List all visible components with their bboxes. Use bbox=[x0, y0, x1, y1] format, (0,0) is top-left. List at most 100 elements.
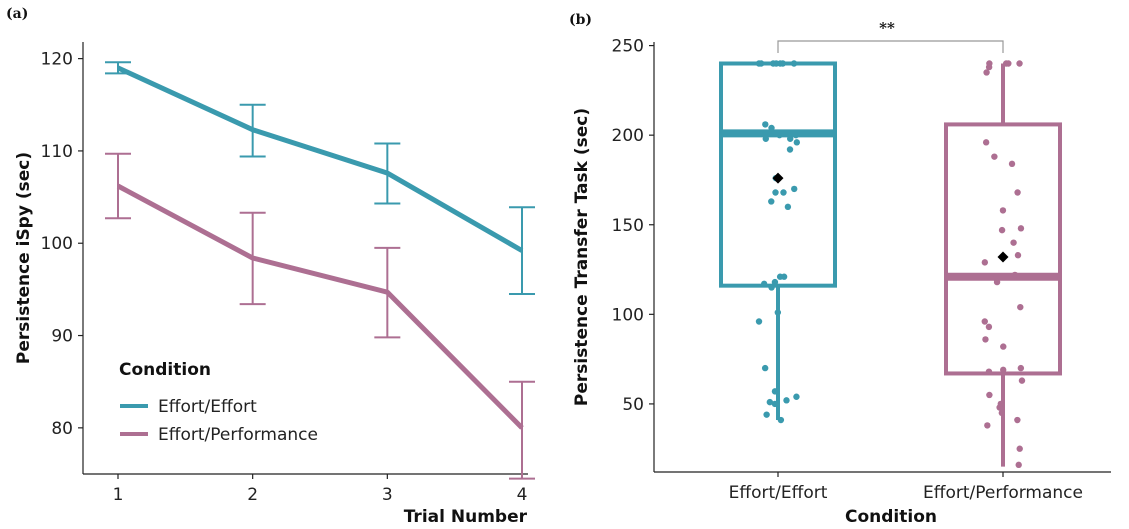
b-y-tick-label: 150 bbox=[612, 216, 644, 236]
b-data-point bbox=[760, 280, 768, 288]
panel-a-label: (a) bbox=[6, 6, 28, 22]
b-x-tick-label: Effort/Performance bbox=[923, 483, 1083, 503]
b-mean-marker bbox=[772, 172, 784, 184]
b-data-point bbox=[982, 336, 989, 343]
legend-label-effort: Effort/Effort bbox=[158, 397, 257, 417]
b-y-tick-label: 100 bbox=[612, 305, 644, 325]
b-data-point bbox=[771, 388, 779, 395]
b-data-point bbox=[780, 189, 787, 196]
panel-b-label: (b) bbox=[569, 12, 592, 28]
b-data-point bbox=[762, 135, 770, 142]
b-data-point bbox=[768, 124, 775, 132]
b-data-point bbox=[998, 226, 1006, 234]
b-y-axis-title: Persistence Transfer Task (sec) bbox=[572, 108, 592, 406]
a-y-axis-title: Persistence iSpy (sec) bbox=[14, 152, 34, 364]
b-data-point bbox=[993, 278, 1001, 286]
b-data-point bbox=[784, 203, 792, 211]
b-data-point bbox=[774, 309, 782, 316]
b-data-point bbox=[793, 139, 801, 146]
legend-title: Condition bbox=[119, 360, 211, 380]
b-data-point bbox=[1016, 60, 1023, 67]
b-data-point bbox=[763, 411, 770, 418]
b-y-tick-label: 250 bbox=[612, 37, 644, 57]
b-data-point bbox=[790, 60, 798, 67]
b-data-point bbox=[1015, 461, 1022, 469]
b-data-point bbox=[984, 422, 991, 429]
b-data-point bbox=[771, 400, 779, 408]
b-data-point bbox=[1014, 252, 1022, 259]
b-data-point bbox=[1010, 239, 1017, 246]
b-x-tick-label: Effort/Effort bbox=[729, 483, 828, 503]
b-data-point bbox=[991, 153, 998, 160]
b-data-point bbox=[793, 393, 800, 400]
b-data-point bbox=[1014, 189, 1021, 196]
b-data-point bbox=[1017, 364, 1025, 372]
panel-a: (a) Trial Number Persistence iSpy (sec) … bbox=[6, 6, 535, 527]
b-data-point bbox=[768, 284, 775, 291]
b-data-point bbox=[772, 189, 779, 196]
a-y-tick-label: 80 bbox=[51, 419, 73, 439]
b-data-point bbox=[787, 135, 794, 142]
a-y-tick-label: 100 bbox=[41, 234, 73, 254]
b-data-point bbox=[768, 198, 775, 205]
b-data-point bbox=[766, 398, 774, 406]
a-y-tick-label: 110 bbox=[41, 142, 73, 162]
a-series-line bbox=[116, 183, 524, 430]
b-data-point bbox=[985, 368, 993, 375]
b-data-point bbox=[755, 318, 763, 325]
b-data-point bbox=[757, 60, 765, 67]
b-data-point bbox=[982, 139, 990, 146]
b-data-point bbox=[783, 397, 790, 404]
significance-bracket bbox=[777, 40, 1004, 53]
a-x-tick-label: 1 bbox=[113, 485, 124, 505]
b-marks: 50 100 150 200 250 Effort/Effort Effort/Perfor… bbox=[612, 37, 1083, 503]
b-y-tick-label: 200 bbox=[612, 126, 644, 146]
b-data-point bbox=[786, 146, 794, 153]
b-data-point bbox=[985, 323, 993, 331]
a-marks: 80 90 100 110 120 1 2 3 4 bbox=[41, 50, 535, 505]
b-data-point bbox=[1016, 445, 1023, 452]
b-data-point bbox=[1000, 343, 1007, 350]
b-box bbox=[944, 122, 1062, 376]
significance-marker: ** bbox=[879, 19, 895, 37]
b-data-point bbox=[776, 131, 783, 139]
b-data-point bbox=[761, 364, 769, 372]
b-data-point bbox=[1017, 225, 1025, 232]
b-data-point bbox=[762, 121, 769, 128]
b-data-point bbox=[981, 259, 989, 266]
b-x-axis-title: Condition bbox=[845, 507, 937, 527]
b-data-point bbox=[773, 60, 780, 67]
b-data-point bbox=[986, 391, 993, 399]
b-data-point bbox=[777, 416, 785, 424]
a-x-axis-title: Trial Number bbox=[404, 507, 528, 527]
b-data-point bbox=[981, 318, 988, 325]
b-data-point bbox=[1011, 271, 1019, 279]
b-data-point bbox=[780, 273, 788, 280]
b-data-point bbox=[1008, 160, 1016, 168]
legend-label-performance: Effort/Performance bbox=[158, 425, 318, 445]
a-y-tick-label: 90 bbox=[51, 327, 73, 347]
b-mean-marker bbox=[997, 251, 1009, 263]
b-data-point bbox=[1005, 60, 1012, 67]
b-data-point bbox=[999, 207, 1007, 214]
b-data-point bbox=[985, 63, 993, 71]
b-data-point bbox=[998, 409, 1006, 417]
a-x-tick-label: 2 bbox=[247, 485, 258, 505]
a-x-tick-label: 3 bbox=[382, 485, 393, 505]
b-data-point bbox=[996, 404, 1003, 411]
b-y-tick-label: 50 bbox=[622, 395, 644, 415]
b-data-point bbox=[1017, 303, 1024, 311]
b-data-point bbox=[1018, 377, 1026, 384]
a-series-line bbox=[116, 65, 524, 253]
b-data-point bbox=[771, 278, 779, 286]
b-data-point bbox=[983, 69, 990, 76]
b-data-point bbox=[1000, 366, 1007, 374]
b-data-point bbox=[1014, 416, 1021, 424]
a-y-tick-label: 120 bbox=[41, 50, 73, 70]
b-data-point bbox=[779, 60, 786, 67]
a-x-tick-label: 4 bbox=[517, 485, 528, 505]
b-data-point bbox=[791, 185, 798, 193]
b-data-point bbox=[792, 131, 800, 139]
panel-b: (b) Condition Persistence Transfer Task … bbox=[569, 12, 1111, 527]
